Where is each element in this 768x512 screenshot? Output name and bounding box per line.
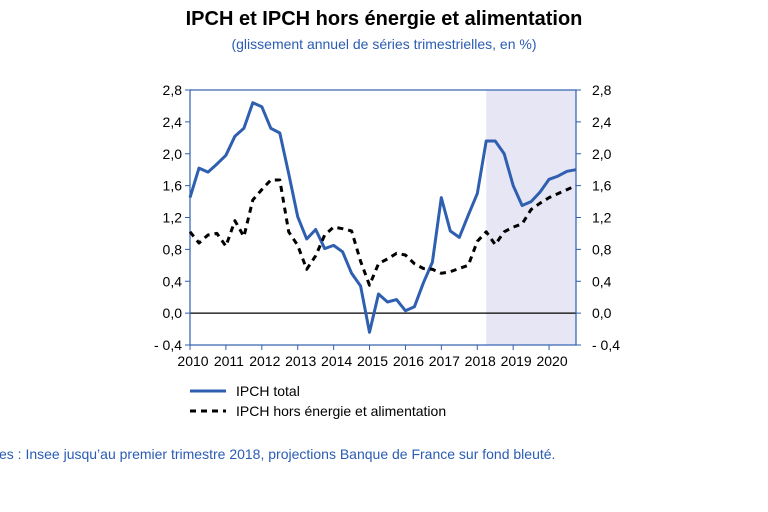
chart-subtitle: (glissement annuel de séries trimestriel…	[231, 36, 537, 52]
y-tick-label-left: - 0,4	[154, 337, 182, 353]
series-line-ipch-core	[188, 178, 577, 287]
y-tick-label-right: - 0,4	[592, 337, 620, 353]
x-tick-label: 2010	[177, 353, 208, 369]
x-tick-label: 2015	[357, 353, 388, 369]
x-tick-label: 2013	[285, 353, 316, 369]
x-tick-label: 2018	[465, 353, 496, 369]
x-tick-label: 2016	[393, 353, 424, 369]
x-tick-label: 2011	[214, 353, 244, 369]
legend: IPCH total IPCH hors énergie et alimentat…	[190, 383, 446, 419]
x-axis: 2010 2011 2012 2013 2014 2015 2016 2017 2018 2019…	[177, 345, 568, 369]
y-tick-label-right: 2,4	[592, 114, 612, 130]
y-tick-label-left: 1,2	[163, 210, 183, 226]
series-layer	[188, 101, 577, 334]
x-tick-label: 2012	[249, 353, 280, 369]
source-note: ces : Insee jusqu’au premier trimestre 2…	[0, 446, 556, 462]
y-tick-label-right: 0,0	[592, 305, 612, 321]
legend-label: IPCH total	[236, 383, 300, 399]
y-tick-label-right: 1,2	[592, 210, 612, 226]
y-tick-label-left: 0,0	[163, 305, 183, 321]
line-chart: 2,8 2,4 2,0 1,6 1,2 0,8 0,4 0,0 - 0,4 2,8 2,4 2,0 1…	[154, 82, 620, 419]
y-axis-right: 2,8 2,4 2,0 1,6 1,2 0,8 0,4 0,0 - 0,4	[576, 82, 620, 353]
x-tick-label: 2014	[321, 353, 352, 369]
y-tick-label-left: 0,4	[163, 273, 183, 289]
y-tick-label-left: 0,8	[163, 241, 183, 257]
y-tick-label-right: 0,4	[592, 273, 612, 289]
series-line-ipch-total	[188, 101, 577, 334]
y-tick-label-right: 0,8	[592, 241, 612, 257]
x-tick-label: 2020	[536, 353, 567, 369]
y-tick-label-right: 2,0	[592, 146, 612, 162]
y-tick-label-left: 2,8	[163, 82, 183, 98]
y-tick-label-right: 1,6	[592, 178, 612, 194]
x-tick-label: 2017	[429, 353, 460, 369]
x-tick-label: 2019	[501, 353, 532, 369]
y-axis-left: 2,8 2,4 2,0 1,6 1,2 0,8 0,4 0,0 - 0,4	[154, 82, 190, 353]
y-tick-label-left: 2,0	[163, 146, 183, 162]
legend-label: IPCH hors énergie et alimentation	[236, 403, 446, 419]
chart-title: IPCH et IPCH hors énergie et alimentatio…	[185, 8, 583, 30]
projection-shaded-region	[486, 90, 576, 345]
y-tick-label-right: 2,8	[592, 82, 612, 98]
y-tick-label-left: 1,6	[163, 178, 183, 194]
y-tick-label-left: 2,4	[163, 114, 183, 130]
